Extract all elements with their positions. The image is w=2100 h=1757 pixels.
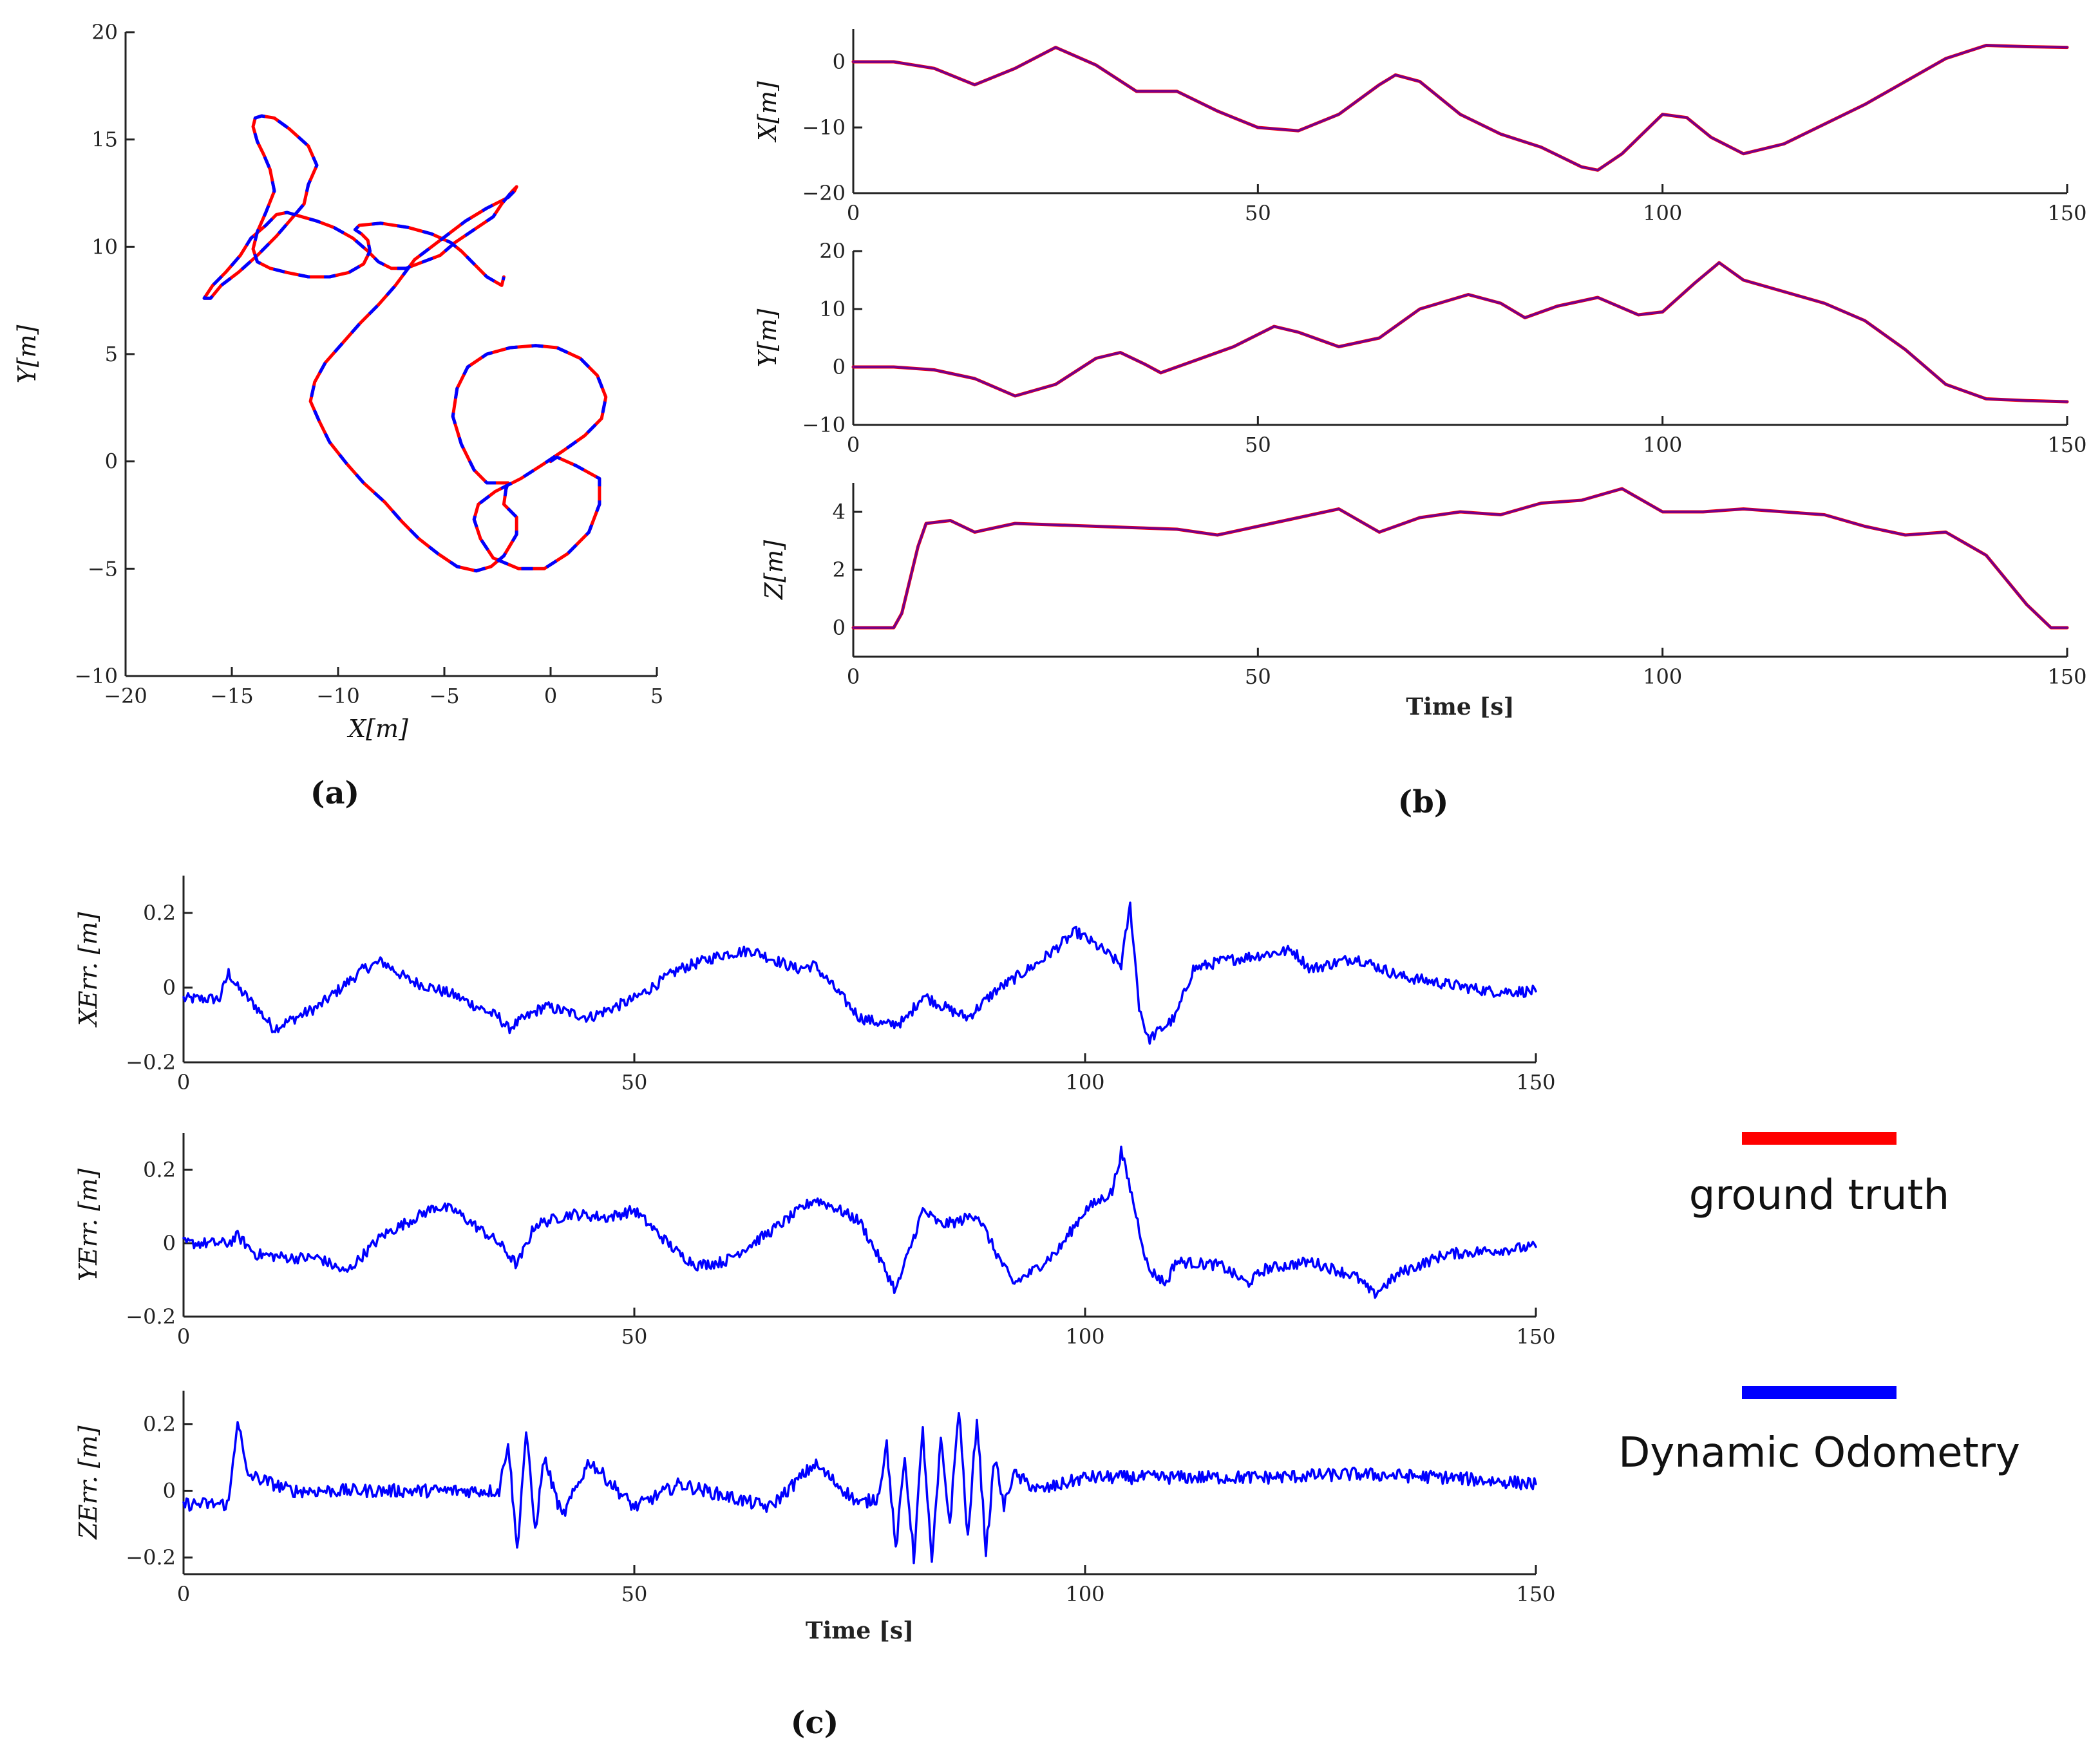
ground-truth-line xyxy=(851,261,2069,404)
x-tick-label: 50 xyxy=(621,1582,648,1606)
x-position-plot: 0 50 100 150 −20 −10 0 X[m] xyxy=(753,29,2087,225)
odometry-line xyxy=(852,261,2068,403)
x-tick-label: 0 xyxy=(847,433,860,457)
y-tick-label: 4 xyxy=(833,500,846,524)
x-tick-label: −5 xyxy=(429,684,459,708)
odometry-line xyxy=(182,1411,1537,1564)
x-tick-label: 100 xyxy=(1643,433,1682,457)
y-tick-label: −0.2 xyxy=(126,1545,176,1570)
x-tick-label: −10 xyxy=(316,684,360,708)
y-tick-label: −0.2 xyxy=(126,1304,176,1329)
odometry-line xyxy=(182,901,1537,1045)
y-tick-label: −10 xyxy=(74,664,118,688)
odometry-line xyxy=(852,44,2068,172)
y-tick-label: −10 xyxy=(802,413,846,437)
y-axis-label: Y[m] xyxy=(753,308,782,367)
odometry-overlay-line xyxy=(202,114,608,573)
x-tick-label: 50 xyxy=(1245,433,1271,457)
legend-odometry-label: Dynamic Odometry xyxy=(1618,1429,2020,1477)
x-tick-label: 50 xyxy=(1245,201,1271,225)
x-tick-label: 0 xyxy=(847,201,860,225)
y-axis-label: Z[m] xyxy=(760,540,788,600)
x-tick-label: 50 xyxy=(1245,664,1271,689)
y-axis-label: XErr. [m] xyxy=(74,912,102,1028)
x-tick-label: −15 xyxy=(210,684,254,708)
x-tick-label: 150 xyxy=(2047,664,2086,689)
legend-ground-truth-label: ground truth xyxy=(1689,1172,1949,1219)
x-tick-label: 100 xyxy=(1065,1070,1104,1095)
y-tick-label: −5 xyxy=(88,556,118,581)
x-tick-label: 0 xyxy=(177,1324,190,1349)
y-tick-label: 0 xyxy=(163,1478,176,1503)
y-tick-label: −20 xyxy=(802,181,846,205)
y-tick-label: 2 xyxy=(833,558,846,582)
odometry-line xyxy=(182,1145,1537,1299)
y-axis-label: X[m] xyxy=(753,81,782,143)
y-tick-label: 15 xyxy=(91,127,118,152)
x-tick-label: 150 xyxy=(1516,1324,1555,1349)
x-tick-label: 100 xyxy=(1065,1582,1104,1606)
legend: ground truth Dynamic Odometry xyxy=(1618,1132,2020,1477)
z-position-plot: 0 50 100 150 0 2 4 Z[m] Time [s] xyxy=(760,483,2087,720)
x-tick-label: 100 xyxy=(1643,201,1682,225)
panel-label-a: (a) xyxy=(310,775,360,811)
y-tick-label: 5 xyxy=(105,342,118,366)
y-tick-label: 0 xyxy=(163,975,176,1000)
x-tick-label: 100 xyxy=(1643,664,1682,689)
x-tick-label: 150 xyxy=(2047,201,2086,225)
x-tick-label: 50 xyxy=(621,1324,648,1349)
x-tick-label: 50 xyxy=(621,1070,648,1095)
ground-truth-line xyxy=(202,114,608,573)
panel-label-b: (b) xyxy=(1398,784,1449,820)
y-tick-label: 0 xyxy=(163,1231,176,1255)
y-tick-label: 0 xyxy=(105,449,118,474)
y-tick-label: 10 xyxy=(91,234,118,259)
odometry-line xyxy=(852,487,2068,629)
x-tick-label: 150 xyxy=(1516,1070,1555,1095)
x-axis-label: Time [s] xyxy=(806,1617,914,1644)
y-axis-label: ZErr. [m] xyxy=(74,1425,102,1539)
y-tick-label: 0 xyxy=(833,355,846,379)
x-tick-label: 100 xyxy=(1065,1324,1104,1349)
x-tick-label: 0 xyxy=(177,1582,190,1606)
y-tick-label: 10 xyxy=(819,297,846,321)
y-tick-label: 0.2 xyxy=(143,901,176,925)
x-tick-label: 5 xyxy=(650,684,663,708)
trajectory-xy-plot: −20 −15 −10 −5 0 5 −10 −5 0 5 10 15 20 Y[m] X[m] xyxy=(13,20,663,743)
x-axis-label: Time [s] xyxy=(1406,693,1514,720)
x-tick-label: 0 xyxy=(544,684,557,708)
y-tick-label: 20 xyxy=(91,20,118,44)
y-tick-label: 0 xyxy=(833,615,846,640)
y-tick-label: 20 xyxy=(819,239,846,263)
ground-truth-line xyxy=(851,487,2069,630)
y-tick-label: 0.2 xyxy=(143,1158,176,1182)
y-axis-label: YErr. [m] xyxy=(74,1169,102,1281)
x-axis-label: X[m] xyxy=(346,715,408,743)
x-tick-label: 150 xyxy=(2047,433,2086,457)
x-tick-label: 0 xyxy=(847,664,860,689)
y-tick-label: 0 xyxy=(833,50,846,74)
x-tick-label: 150 xyxy=(1516,1582,1555,1606)
y-axis-label: Y[m] xyxy=(13,324,41,383)
x-tick-label: 0 xyxy=(177,1070,190,1095)
y-tick-label: −10 xyxy=(802,115,846,140)
x-tick-label: −20 xyxy=(104,684,147,708)
y-tick-label: 0.2 xyxy=(143,1412,176,1436)
y-tick-label: −0.2 xyxy=(126,1050,176,1075)
panel-label-c: (c) xyxy=(791,1705,839,1741)
ground-truth-line xyxy=(851,44,2069,172)
